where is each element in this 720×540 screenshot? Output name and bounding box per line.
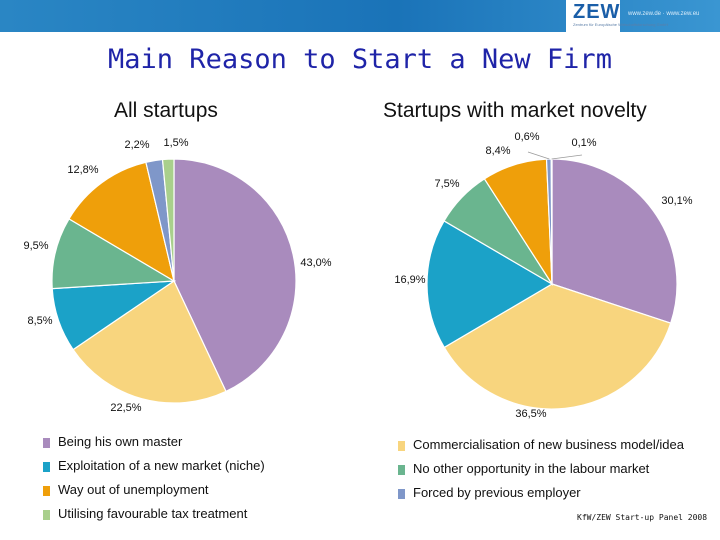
- legend-label: Utilising favourable tax treatment: [58, 506, 248, 521]
- leader-line-1: [551, 154, 583, 160]
- data-label-no_other: 9,5%: [23, 240, 48, 252]
- data-label-forced: 0,6%: [514, 131, 539, 143]
- chart-title-all-startups: All startups: [114, 99, 218, 122]
- legend-swatch: [398, 441, 405, 451]
- data-label-unemployment: 12,8%: [67, 164, 98, 176]
- legend-label: Being his own master: [58, 434, 183, 449]
- legend-swatch: [43, 462, 50, 472]
- legend-label: No other opportunity in the labour marke…: [413, 461, 650, 476]
- pie-slice-own_master: [551, 158, 678, 324]
- zew-logo: ZEW: [573, 1, 621, 23]
- header-url: www.zew.de · www.zew.eu: [628, 11, 700, 17]
- pie-slice-unemployment: [68, 161, 175, 283]
- pie-slice-tax: [161, 158, 175, 282]
- legend-label: Exploitation of a new market (niche): [58, 458, 265, 473]
- legend-label: Forced by previous employer: [413, 485, 581, 500]
- source-note: KfW/ZEW Start-up Panel 2008: [577, 513, 708, 522]
- pie-slice-own_master: [173, 158, 297, 393]
- pie-slice-exploitation: [426, 220, 554, 349]
- data-label-tax: 0,1%: [571, 137, 596, 149]
- legend-label: Commercialisation of new business model/…: [413, 437, 684, 452]
- data-label-own_master: 43,0%: [300, 257, 331, 269]
- data-label-own_master: 30,1%: [661, 195, 692, 207]
- data-label-exploitation: 8,5%: [27, 315, 52, 327]
- legend-swatch: [398, 489, 405, 499]
- data-label-exploitation: 16,9%: [394, 274, 425, 286]
- legend-swatch: [43, 486, 50, 496]
- slide-title: Main Reason to Start a New Firm: [108, 44, 612, 75]
- data-label-tax: 1,5%: [163, 137, 188, 149]
- legend-swatch: [398, 465, 405, 475]
- pie-slice-tax: [550, 158, 553, 285]
- data-label-commercialisation: 22,5%: [110, 402, 141, 414]
- logo-box: [566, 0, 620, 32]
- data-label-forced: 2,2%: [124, 139, 149, 151]
- data-label-no_other: 7,5%: [434, 178, 459, 190]
- pie-slice-commercialisation: [443, 283, 672, 410]
- leader-line-0: [527, 151, 550, 160]
- legend-label: Way out of unemployment: [58, 482, 209, 497]
- legend-swatch: [43, 510, 50, 520]
- data-label-commercialisation: 36,5%: [515, 408, 546, 420]
- legend-swatch: [43, 438, 50, 448]
- logo-subtitle: Zentrum für Europäische Wirtschaftsforsc…: [573, 22, 669, 27]
- chart-title-market-novelty: Startups with market novelty: [383, 99, 647, 122]
- data-label-unemployment: 8,4%: [485, 145, 510, 157]
- pie-slice-commercialisation: [72, 280, 227, 404]
